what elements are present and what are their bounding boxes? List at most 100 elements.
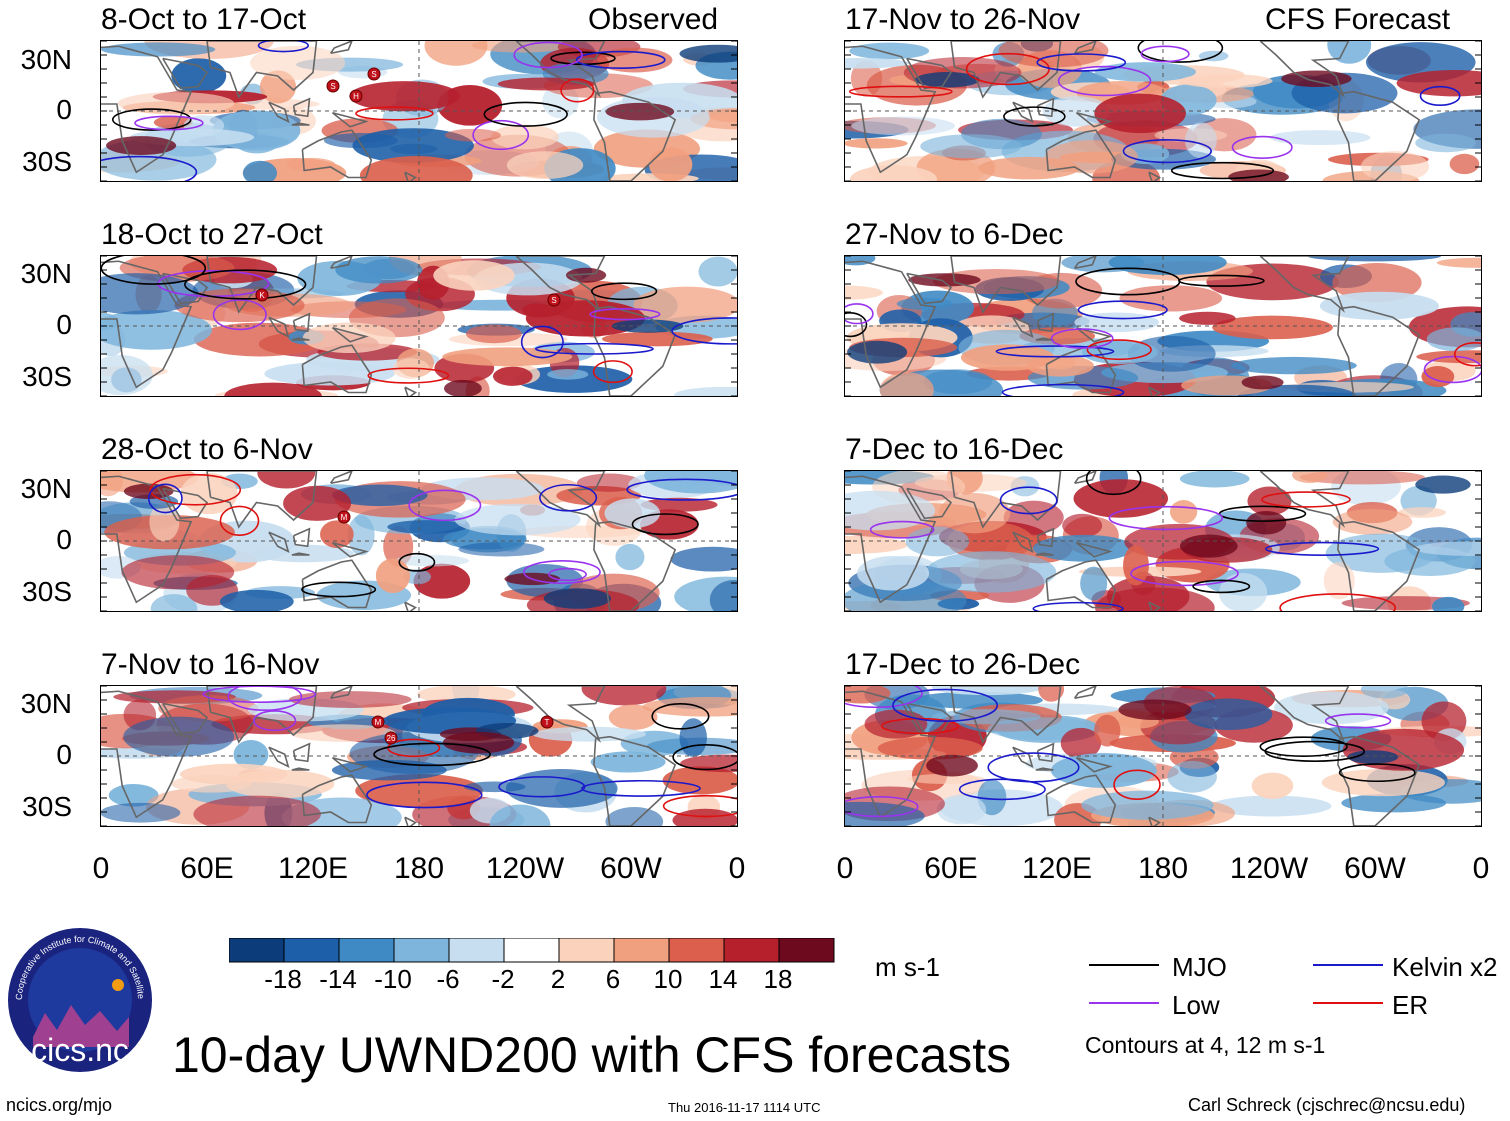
lon-tick-l0: 0 (92, 852, 110, 885)
panel-title-obs-1: 18-Oct to 27-Oct (101, 218, 323, 251)
lon-tick-r0: 0 (836, 852, 854, 885)
coastline (593, 520, 677, 611)
storm-letter: 26 (387, 734, 396, 743)
coastline (291, 767, 310, 771)
lat-0-r1: 0 (56, 309, 72, 340)
wave-contour (520, 325, 564, 359)
storm-marker-icon: M (337, 510, 351, 524)
coastline (301, 559, 373, 609)
wave-contour (1170, 161, 1275, 180)
wave-contour (257, 41, 310, 53)
coastline (1012, 101, 1034, 124)
anomaly-shade (183, 115, 225, 136)
wave-contour (560, 78, 595, 103)
lat-30n-r1: 30N (20, 258, 72, 289)
anomaly-shade (640, 497, 718, 512)
coastline (291, 337, 310, 341)
contour-note: Contours at 4, 12 m s-1 (1085, 1032, 1326, 1058)
wave-contour (253, 710, 297, 732)
wave-contour (219, 505, 260, 536)
map-svg-2: M (101, 471, 737, 611)
storm-letter: H (353, 92, 359, 101)
map-forecast-1 (844, 40, 1482, 182)
coastline (593, 90, 677, 181)
anomaly-shade (978, 156, 1080, 180)
map-forecast-4 (844, 685, 1482, 827)
anomaly-shade (532, 726, 647, 742)
coastline (1259, 256, 1350, 313)
anomaly-shade (442, 347, 573, 367)
anomaly-core (106, 136, 177, 156)
coastline (845, 260, 937, 389)
wave-contour (539, 483, 598, 512)
anomaly-shade (1421, 366, 1455, 388)
lat-30n-r2: 30N (20, 473, 72, 504)
panel-title-fc-2: 7-Dec to 16-Dec (845, 433, 1064, 466)
colorbar-label-3: -6 (436, 964, 460, 994)
anomaly-shade (233, 740, 269, 770)
storm-letter: K (259, 291, 265, 300)
anomaly-shade (1413, 541, 1481, 556)
wave-contour (662, 794, 737, 818)
anomaly-shade (845, 535, 908, 554)
wave-contour (513, 41, 583, 69)
coastline (268, 316, 290, 339)
wave-contour (590, 282, 658, 301)
anomaly-shade (257, 471, 316, 489)
anomaly-shade (907, 773, 985, 784)
wave-contour (1086, 339, 1152, 361)
coastline (301, 344, 373, 394)
wave-contour (845, 303, 874, 325)
colorbar-label-7: 10 (653, 964, 683, 994)
wave-contour (366, 781, 483, 809)
lat-0-r2: 0 (56, 524, 72, 555)
anomaly-shade (454, 503, 581, 536)
colorbar-label-6: 6 (605, 964, 621, 994)
anomaly-shade (1269, 130, 1371, 146)
footer-url[interactable]: ncics.org/mjo (6, 1095, 113, 1115)
legend-label-mjo: MJO (1172, 952, 1227, 982)
coastline (268, 531, 290, 554)
anomaly-shade (101, 42, 216, 57)
anomaly-shade (642, 696, 737, 717)
anomaly-core (926, 754, 978, 777)
colorbar-label-5: 2 (550, 964, 566, 994)
anomaly-shade (1119, 285, 1223, 312)
coastline (1337, 305, 1421, 396)
anomaly-shade (925, 551, 1057, 593)
storm-letter: S (551, 296, 556, 305)
anomaly-shade (506, 151, 584, 180)
wave-contour (1130, 560, 1239, 587)
anomaly-shade (604, 498, 661, 529)
wave-contour (498, 776, 586, 798)
coastline (1074, 41, 1097, 55)
anomaly-shade (845, 490, 936, 531)
anomaly-shade (856, 555, 930, 591)
anomaly-shade (1167, 760, 1217, 793)
wave-contour (1453, 342, 1481, 367)
coastline (162, 702, 209, 735)
coastline (404, 816, 417, 826)
anomaly-shade (108, 784, 159, 807)
wave-contour (1338, 763, 1416, 783)
anomaly-shade (250, 45, 346, 80)
wave-contour (1140, 45, 1190, 63)
wave-contour (1324, 713, 1392, 729)
anomaly-core (847, 340, 908, 364)
anomaly-shade (492, 366, 533, 386)
anomaly-shade (180, 473, 238, 515)
anomaly-core (1179, 534, 1238, 558)
panel-title-fc-3: 17-Dec to 26-Dec (845, 648, 1081, 681)
anomaly-shade (547, 369, 589, 380)
anomaly-shade (576, 473, 642, 492)
coastline (845, 475, 937, 604)
colorbar-label-0: -18 (264, 964, 302, 994)
coastline (1045, 559, 1117, 609)
anomaly-shade (1081, 790, 1214, 820)
anomaly-core (679, 44, 737, 63)
colorbar-swatch (778, 938, 835, 963)
lon-tick-l6: 0 (728, 852, 746, 885)
wave-contour (355, 106, 434, 121)
storm-marker-icon: S (326, 79, 340, 93)
anomaly-shade (849, 42, 930, 60)
